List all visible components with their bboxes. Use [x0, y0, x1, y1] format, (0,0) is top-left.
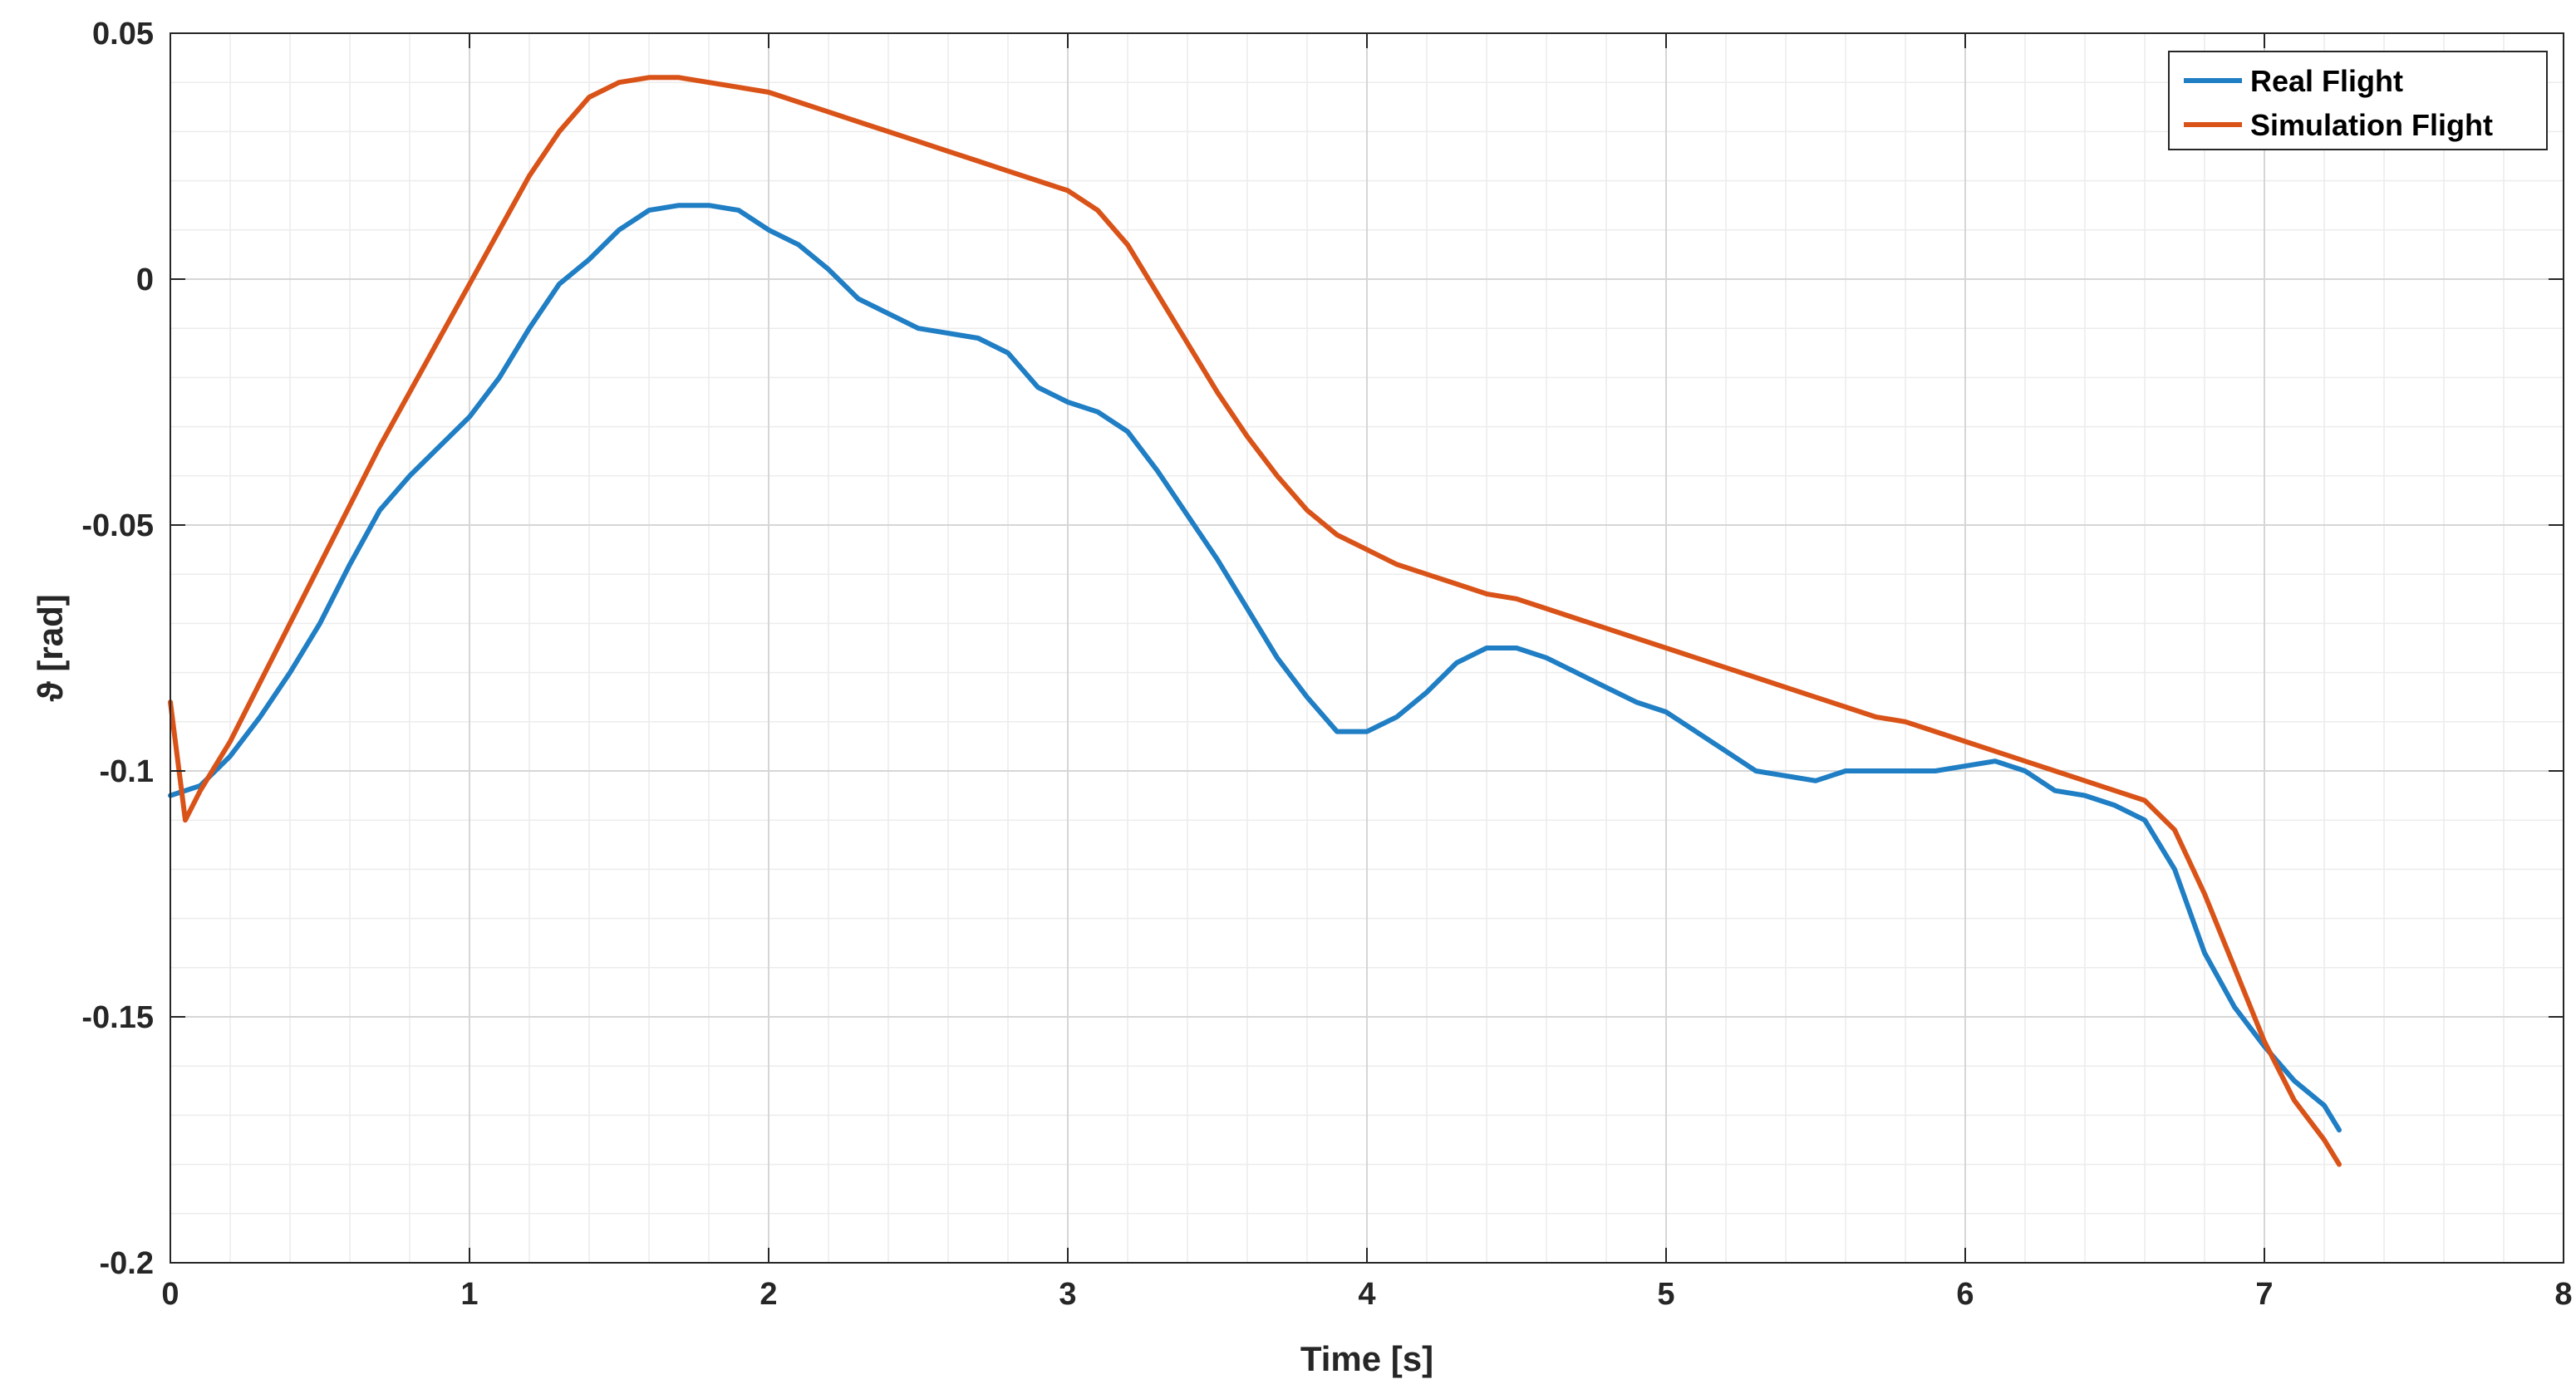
y-tick-labels: 0.05 0 -0.05 -0.1 -0.15 -0.2 — [81, 17, 154, 1281]
x-axis-title: Time [s] — [1300, 1339, 1433, 1378]
y-tick-label: 0 — [136, 263, 154, 297]
legend: Real Flight Simulation Flight — [2168, 51, 2548, 150]
x-tick-label: 5 — [1657, 1277, 1674, 1312]
x-tick-label: 2 — [760, 1277, 777, 1312]
y-tick-label: -0.15 — [81, 1000, 154, 1035]
y-tick-label: 0.05 — [92, 17, 154, 52]
x-tick-label: 3 — [1059, 1277, 1076, 1312]
x-tick-label: 1 — [460, 1277, 478, 1312]
x-tick-label: 7 — [2255, 1277, 2273, 1312]
y-axis-title: ϑ [rad] — [31, 594, 70, 701]
x-tick-label: 0 — [161, 1277, 179, 1312]
axis-ticks — [170, 32, 2564, 1264]
y-tick-label: -0.1 — [100, 754, 154, 789]
series-layer — [168, 75, 2342, 1167]
y-tick-label: -0.2 — [100, 1246, 154, 1281]
legend-label-simulation-flight: Simulation Flight — [2250, 108, 2493, 142]
series-line-simulation-flight — [168, 75, 2342, 1167]
x-tick-label: 4 — [1358, 1277, 1375, 1312]
x-tick-label: 8 — [2554, 1277, 2572, 1312]
legend-box — [2168, 51, 2548, 150]
x-tick-label: 6 — [1956, 1277, 1974, 1312]
x-tick-labels: 0 1 2 3 4 5 6 7 8 — [161, 1277, 2572, 1312]
legend-label-real-flight: Real Flight — [2250, 64, 2403, 98]
series-line-real-flight — [168, 203, 2342, 1133]
y-tick-label: -0.05 — [81, 508, 154, 543]
